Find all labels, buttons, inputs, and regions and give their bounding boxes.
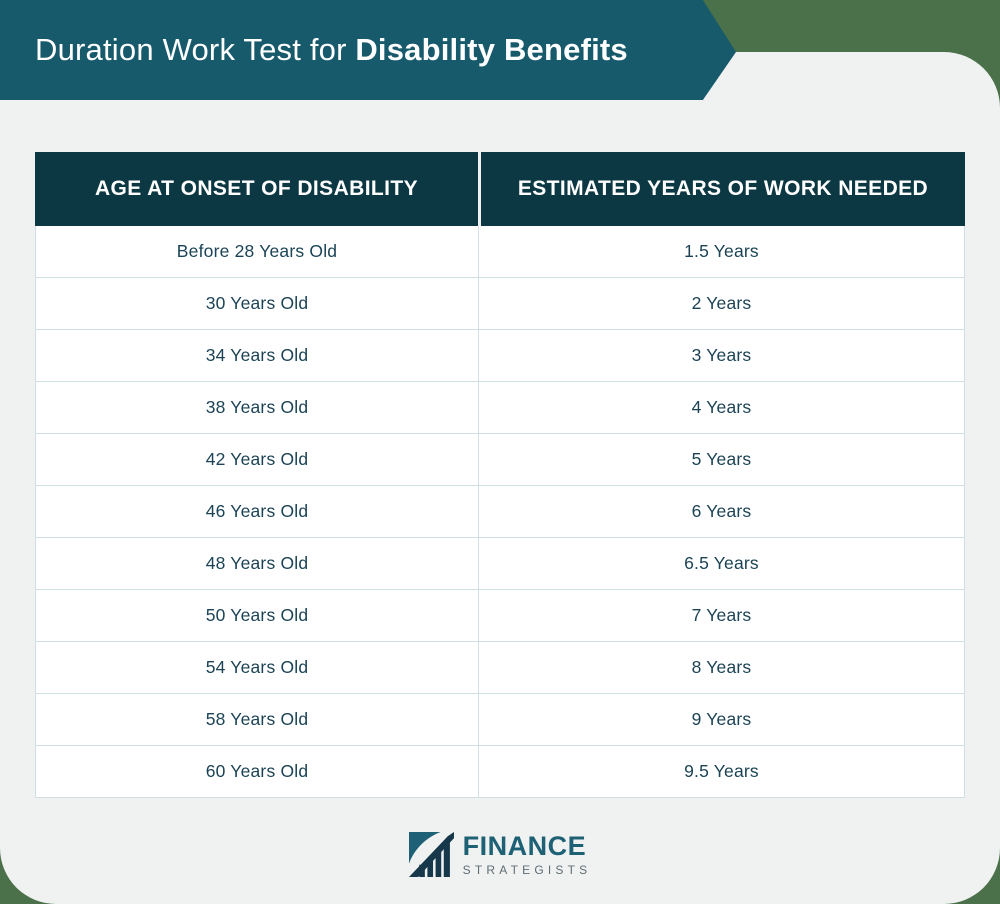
- page-title-bold: Disability Benefits: [355, 32, 628, 67]
- table-header-age: AGE AT ONSET OF DISABILITY: [35, 152, 478, 226]
- age-cell: 54 Years Old: [36, 642, 479, 693]
- age-cell: 46 Years Old: [36, 486, 479, 537]
- age-cell: 58 Years Old: [36, 694, 479, 745]
- years-needed-cell: 5 Years: [691, 449, 752, 469]
- table-header-years-needed: ESTIMATED YEARS OF WORK NEEDED: [481, 152, 965, 226]
- table-header-row: AGE AT ONSET OF DISABILITY ESTIMATED YEA…: [35, 152, 965, 226]
- years-needed-cell: 6.5 Years: [684, 553, 759, 573]
- table-row: 42 Years Old 5 Years: [36, 433, 964, 485]
- years-needed-cell: 7 Years: [691, 605, 752, 625]
- page-title-regular: Duration Work Test for: [35, 32, 347, 67]
- logo-wordmark: FINANCE STRATEGISTS: [462, 830, 592, 877]
- table-row: 58 Years Old 9 Years: [36, 693, 964, 745]
- years-needed-cell: 4 Years: [691, 397, 752, 417]
- finance-strategists-logo: FINANCE STRATEGISTS: [0, 826, 1000, 882]
- table-row: 54 Years Old 8 Years: [36, 641, 964, 693]
- age-cell: 38 Years Old: [36, 382, 479, 433]
- years-needed-cell: 6 Years: [691, 501, 752, 521]
- age-cell: 42 Years Old: [36, 434, 479, 485]
- age-cell: Before 28 Years Old: [36, 226, 479, 277]
- table-row: 38 Years Old 4 Years: [36, 381, 964, 433]
- years-needed-cell: 2 Years: [691, 293, 752, 313]
- years-needed-cell: 9.5 Years: [684, 761, 759, 781]
- logo-sub-text: STRATEGISTS: [462, 862, 592, 877]
- age-cell: 34 Years Old: [36, 330, 479, 381]
- table-row: 60 Years Old 9.5 Years: [36, 745, 964, 797]
- table-row: 48 Years Old 6.5 Years: [36, 537, 964, 589]
- table-row: 30 Years Old 2 Years: [36, 277, 964, 329]
- duration-work-test-table: AGE AT ONSET OF DISABILITY ESTIMATED YEA…: [35, 152, 965, 798]
- logo-brand-text: FINANCE: [462, 830, 587, 861]
- age-cell: 48 Years Old: [36, 538, 479, 589]
- years-needed-cell: 3 Years: [691, 345, 752, 365]
- page-title: Duration Work Test for Disability Benefit…: [35, 32, 628, 68]
- age-cell: 50 Years Old: [36, 590, 479, 641]
- years-needed-cell: 1.5 Years: [684, 241, 759, 261]
- table-row: Before 28 Years Old 1.5 Years: [36, 226, 964, 277]
- table-body: Before 28 Years Old 1.5 Years 30 Years Old…: [35, 226, 965, 798]
- title-banner: Duration Work Test for Disability Benefit…: [0, 0, 736, 100]
- years-needed-cell: 9 Years: [691, 709, 752, 729]
- age-cell: 60 Years Old: [36, 746, 479, 797]
- bridge-logo-icon: [408, 831, 454, 877]
- table-row: 50 Years Old 7 Years: [36, 589, 964, 641]
- table-row: 46 Years Old 6 Years: [36, 485, 964, 537]
- table-row: 34 Years Old 3 Years: [36, 329, 964, 381]
- age-cell: 30 Years Old: [36, 278, 479, 329]
- years-needed-cell: 8 Years: [691, 657, 752, 677]
